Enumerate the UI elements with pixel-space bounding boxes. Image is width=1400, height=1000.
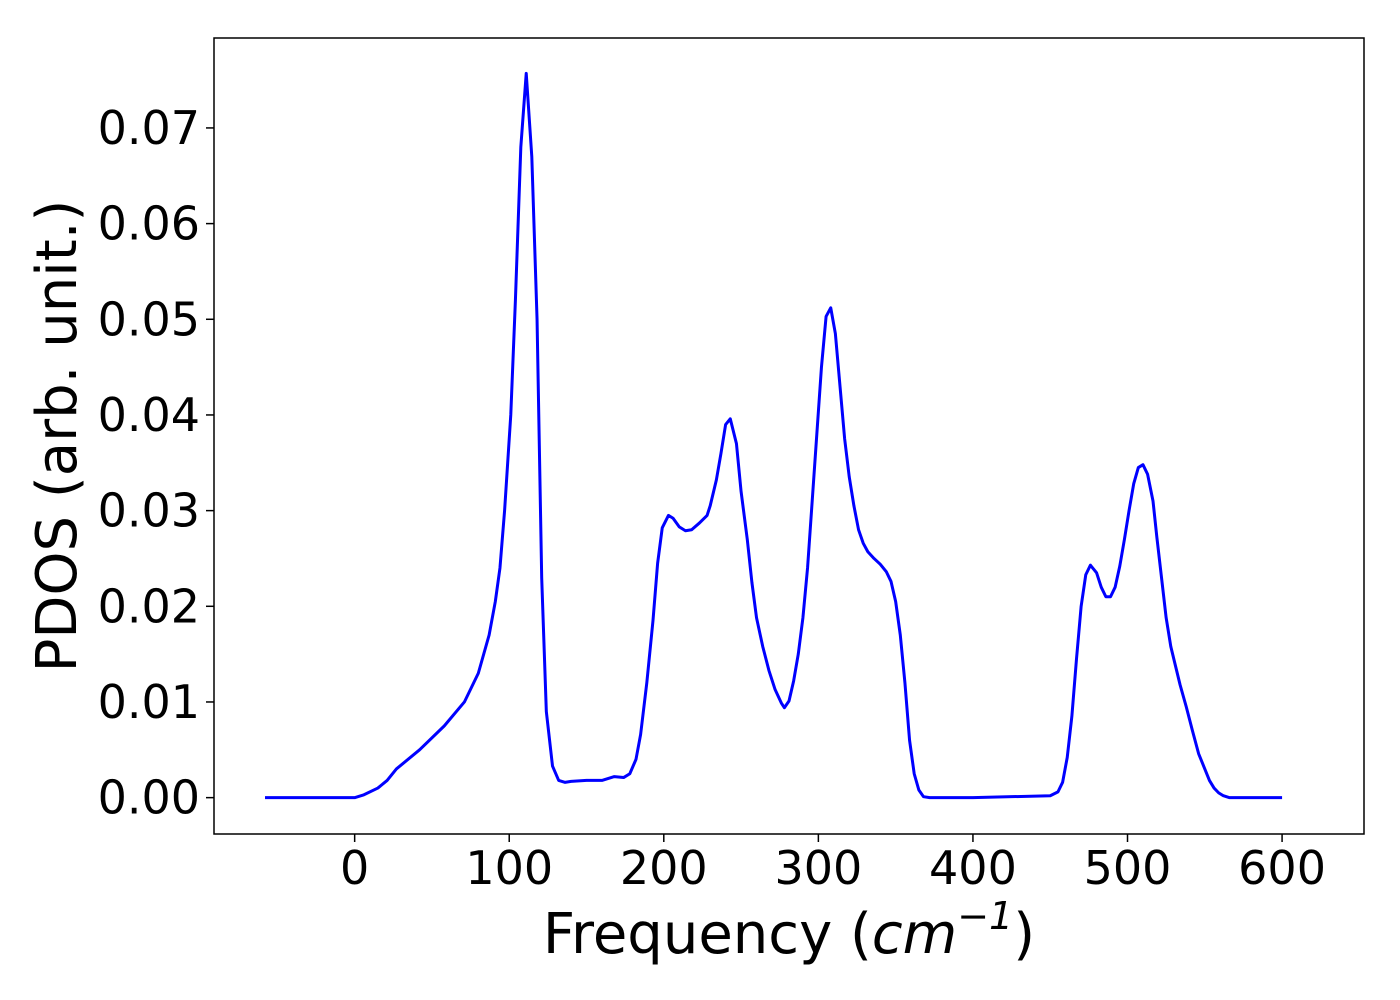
x-label-exponent: −1 [957, 894, 1013, 938]
x-tick-label: 400 [929, 841, 1017, 895]
x-tick-label: 100 [465, 841, 553, 895]
x-axis-label: Frequency (cm−1) [543, 894, 1035, 967]
x-label-text: Frequency ( [543, 902, 872, 967]
y-tick-label: 0.06 [98, 197, 200, 251]
pdos-line [265, 71, 1283, 800]
y-tick-label: 0.01 [98, 675, 200, 729]
y-axis-label: PDOS (arb. unit.) [25, 200, 90, 673]
y-tick-label: 0.05 [98, 292, 200, 346]
y-tick-label: 0.07 [98, 101, 200, 155]
x-tick-label: 200 [620, 841, 708, 895]
y-tick-label: 0.04 [98, 388, 200, 442]
y-tick-label: 0.03 [98, 484, 200, 538]
plot-frame [213, 37, 1365, 835]
x-tick-label: 600 [1238, 841, 1326, 895]
x-tick-label: 0 [340, 841, 369, 895]
x-tick-label: 300 [774, 841, 862, 895]
y-tick-label: 0.02 [98, 579, 200, 633]
x-label-close: ) [1013, 902, 1035, 967]
y-tick-label: 0.00 [98, 771, 200, 825]
x-tick-label: 500 [1084, 841, 1172, 895]
x-label-unit: cm [872, 902, 957, 967]
